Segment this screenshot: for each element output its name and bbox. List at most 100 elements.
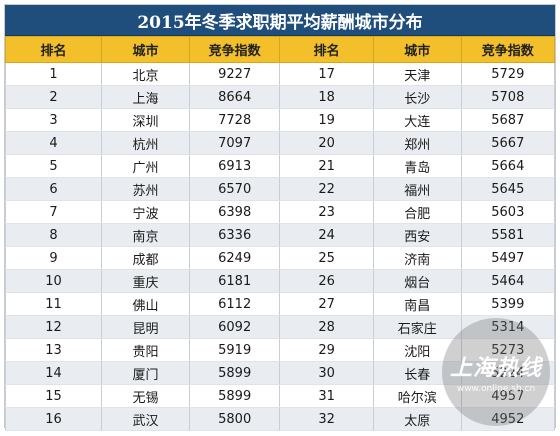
rank-cell: 3 xyxy=(4,108,103,132)
index-cell: 6092 xyxy=(188,315,281,339)
rank-cell: 19 xyxy=(279,108,374,132)
column-header-rank: 排名 xyxy=(4,36,103,63)
table-body: 1 北京 9227 17 天津 5729 2 上海 8664 18 长沙 5708 3 深圳 7728 19 大… xyxy=(4,62,556,431)
rank-cell: 30 xyxy=(279,361,374,385)
rank-cell: 14 xyxy=(4,361,103,385)
rank-cell: 17 xyxy=(279,62,374,86)
rank-cell: 2 xyxy=(4,85,103,109)
rank-cell: 7 xyxy=(4,200,103,224)
table-row: 10 重庆 6181 26 烟台 5464 xyxy=(4,269,556,293)
index-cell: 5729 xyxy=(460,62,556,86)
column-header-index: 竞争指数 xyxy=(460,36,556,63)
table-row: 6 苏州 6570 22 福州 5645 xyxy=(4,177,556,201)
index-cell: 5464 xyxy=(460,269,556,293)
index-cell: 5399 xyxy=(460,292,556,316)
table-frame: 2015年冬季求职期平均薪酬城市分布 排名 城市 竞争指数 排名 城市 竞争指数… xyxy=(4,4,556,431)
city-cell: 郑州 xyxy=(372,131,462,155)
index-cell: 7728 xyxy=(188,108,281,132)
city-cell: 哈尔滨 xyxy=(372,384,462,408)
rank-cell: 4 xyxy=(4,131,103,155)
table-row: 3 深圳 7728 19 大连 5687 xyxy=(4,108,556,132)
city-cell: 济南 xyxy=(372,246,462,270)
rank-cell: 18 xyxy=(279,85,374,109)
city-cell: 石家庄 xyxy=(372,315,462,339)
table-row: 4 杭州 7097 20 郑州 5667 xyxy=(4,131,556,155)
index-cell: 5497 xyxy=(460,246,556,270)
city-cell: 大连 xyxy=(372,108,462,132)
index-cell: 6570 xyxy=(188,177,281,201)
table-row: 9 成都 6249 25 济南 5497 xyxy=(4,246,556,270)
rank-cell: 27 xyxy=(279,292,374,316)
index-cell: 5273 xyxy=(460,338,556,362)
index-cell: 5687 xyxy=(460,108,556,132)
table-row: 13 贵阳 5919 29 沈阳 5273 xyxy=(4,338,556,362)
index-cell: 5314 xyxy=(460,315,556,339)
index-cell: 5603 xyxy=(460,200,556,224)
rank-cell: 5 xyxy=(4,154,103,178)
index-cell: 6249 xyxy=(188,246,281,270)
rank-cell: 26 xyxy=(279,269,374,293)
index-cell: 5899 xyxy=(188,361,281,385)
city-cell: 烟台 xyxy=(372,269,462,293)
rank-cell: 24 xyxy=(279,223,374,247)
index-cell: 6181 xyxy=(188,269,281,293)
city-cell: 无锡 xyxy=(101,384,190,408)
city-cell: 长春 xyxy=(372,361,462,385)
city-cell: 杭州 xyxy=(101,131,190,155)
city-cell: 深圳 xyxy=(101,108,190,132)
city-cell: 上海 xyxy=(101,85,190,109)
index-cell: 5664 xyxy=(460,154,556,178)
rank-cell: 21 xyxy=(279,154,374,178)
city-cell: 成都 xyxy=(101,246,190,270)
rank-cell: 22 xyxy=(279,177,374,201)
city-cell: 合肥 xyxy=(372,200,462,224)
rank-cell: 10 xyxy=(4,269,103,293)
rank-cell: 13 xyxy=(4,338,103,362)
rank-cell: 25 xyxy=(279,246,374,270)
rank-cell: 12 xyxy=(4,315,103,339)
table-row: 8 南京 6336 24 西安 5581 xyxy=(4,223,556,247)
rank-cell: 6 xyxy=(4,177,103,201)
index-cell: 5708 xyxy=(460,85,556,109)
page-title: 2015年冬季求职期平均薪酬城市分布 xyxy=(5,5,555,36)
table-row: 5 广州 6913 21 青岛 5664 xyxy=(4,154,556,178)
rank-cell: 31 xyxy=(279,384,374,408)
column-header-city: 城市 xyxy=(101,36,190,63)
table-row: 11 佛山 6112 27 南昌 5399 xyxy=(4,292,556,316)
table-header-row: 排名 城市 竞争指数 排名 城市 竞争指数 xyxy=(4,36,556,63)
city-cell: 西安 xyxy=(372,223,462,247)
city-cell: 佛山 xyxy=(101,292,190,316)
rank-cell: 16 xyxy=(4,407,103,431)
rank-cell: 29 xyxy=(279,338,374,362)
city-cell: 宁波 xyxy=(101,200,190,224)
city-cell: 重庆 xyxy=(101,269,190,293)
rank-cell: 9 xyxy=(4,246,103,270)
city-cell: 贵阳 xyxy=(101,338,190,362)
city-cell: 南昌 xyxy=(372,292,462,316)
table-row: 2 上海 8664 18 长沙 5708 xyxy=(4,85,556,109)
rank-cell: 15 xyxy=(4,384,103,408)
index-cell: 4952 xyxy=(460,407,556,431)
rank-cell: 32 xyxy=(279,407,374,431)
index-cell: 5899 xyxy=(188,384,281,408)
index-cell: 5645 xyxy=(460,177,556,201)
city-cell: 南京 xyxy=(101,223,190,247)
table-row: 1 北京 9227 17 天津 5729 xyxy=(4,62,556,86)
index-cell: 5919 xyxy=(188,338,281,362)
table-row: 15 无锡 5899 31 哈尔滨 4957 xyxy=(4,384,556,408)
rank-cell: 28 xyxy=(279,315,374,339)
rank-cell: 23 xyxy=(279,200,374,224)
index-cell: 5800 xyxy=(188,407,281,431)
index-cell: 6398 xyxy=(188,200,281,224)
table-row: 14 厦门 5899 30 长春 5224 xyxy=(4,361,556,385)
index-cell: 5224 xyxy=(460,361,556,385)
city-cell: 武汉 xyxy=(101,407,190,431)
city-cell: 苏州 xyxy=(101,177,190,201)
index-cell: 5667 xyxy=(460,131,556,155)
table-row: 12 昆明 6092 28 石家庄 5314 xyxy=(4,315,556,339)
index-cell: 6112 xyxy=(188,292,281,316)
rank-cell: 8 xyxy=(4,223,103,247)
rank-cell: 20 xyxy=(279,131,374,155)
table-row: 16 武汉 5800 32 太原 4952 xyxy=(4,407,556,431)
city-cell: 长沙 xyxy=(372,85,462,109)
